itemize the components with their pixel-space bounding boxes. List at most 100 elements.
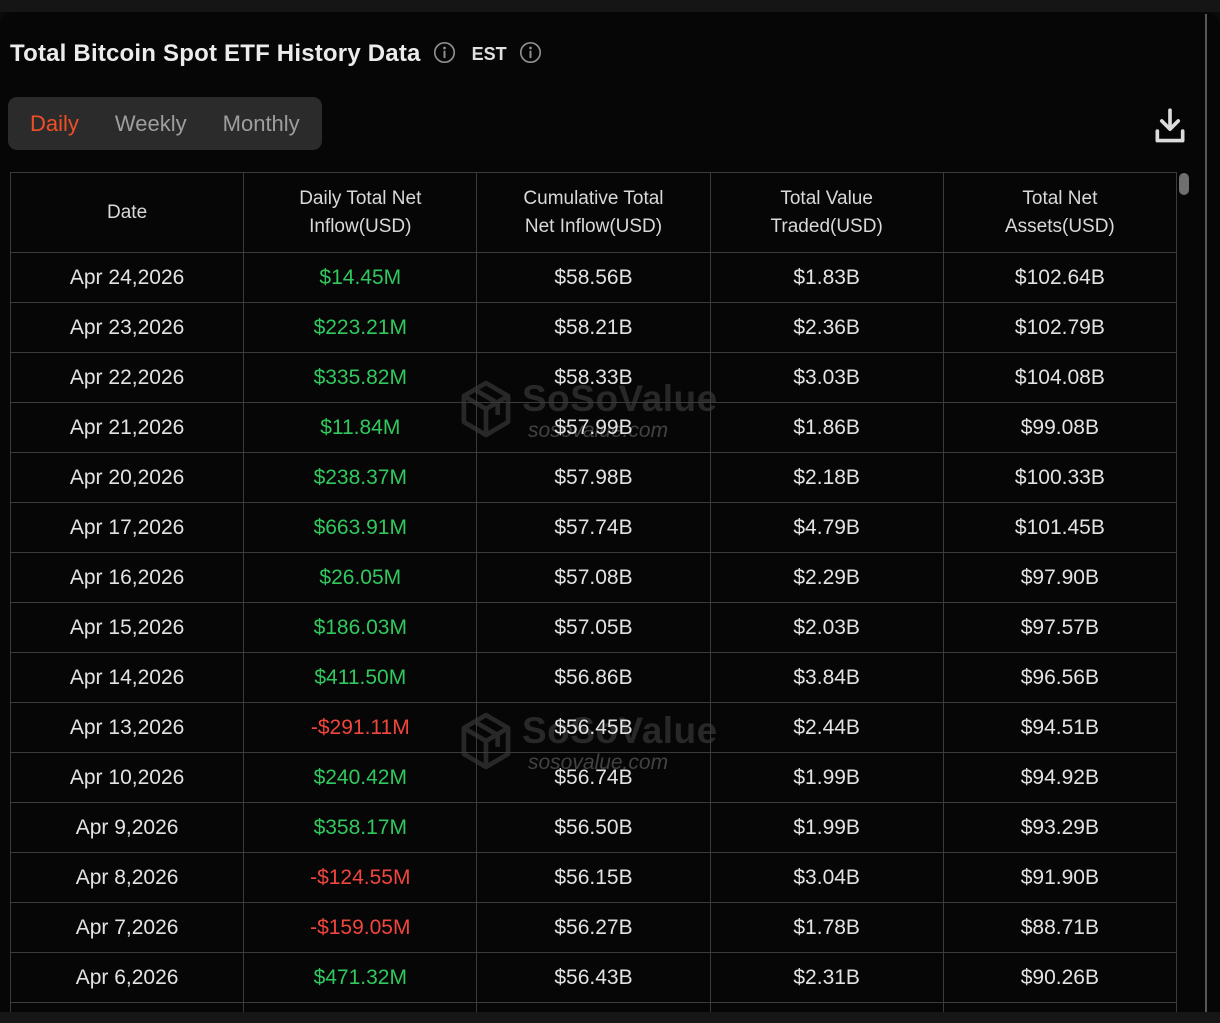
cell-net-assets: $90.26B — [942, 952, 1178, 1003]
cell-net-assets — [942, 1002, 1178, 1012]
cell-total-traded: $2.03B — [709, 602, 944, 653]
cell-cumulative-inflow: $58.56B — [476, 252, 711, 303]
table-row[interactable]: Apr 6,2026 $471.32M $56.43B $2.31B $90.2… — [10, 952, 1178, 1003]
cell-cumulative-inflow: $57.08B — [476, 552, 711, 603]
table-row[interactable]: Apr 13,2026 -$291.11M $56.45B $2.44B $94… — [10, 702, 1178, 753]
cell-date: Apr 9,2026 — [10, 802, 245, 853]
cell-net-assets: $97.90B — [942, 552, 1178, 603]
cell-net-assets: $100.33B — [942, 452, 1178, 503]
cell-date: Apr 20,2026 — [10, 452, 245, 503]
cell-total-traded: $3.84B — [709, 652, 944, 703]
col-header-daily-inflow[interactable]: Daily Total Net Inflow(USD) — [243, 172, 478, 253]
download-button[interactable] — [1145, 104, 1189, 150]
cell-total-traded: $4.79B — [709, 502, 944, 553]
cell-daily-inflow: $663.91M — [243, 502, 478, 553]
cell-date: Apr 7,2026 — [10, 902, 245, 953]
table-row[interactable]: Apr 21,2026 $11.84M $57.99B $1.86B $99.0… — [10, 402, 1178, 453]
tab-monthly[interactable]: Monthly — [222, 110, 300, 136]
cell-daily-inflow: -$124.55M — [243, 852, 478, 903]
cell-cumulative-inflow: $56.45B — [476, 702, 711, 753]
cell-daily-inflow: $238.37M — [243, 452, 478, 503]
cell-total-traded: $2.36B — [709, 302, 944, 353]
table-row[interactable]: Apr 23,2026 $223.21M $58.21B $2.36B $102… — [10, 302, 1178, 353]
cell-date: Apr 6,2026 — [10, 952, 245, 1003]
col-header-net-assets[interactable]: Total Net Assets(USD) — [942, 172, 1178, 253]
cell-daily-inflow: $223.21M — [243, 302, 478, 353]
cell-daily-inflow: -$291.11M — [243, 702, 478, 753]
cell-daily-inflow — [243, 1002, 478, 1012]
table-header-row: Date Daily Total Net Inflow(USD) Cumulat… — [10, 172, 1178, 253]
tab-daily[interactable]: Daily — [30, 110, 79, 136]
cell-cumulative-inflow: $56.86B — [476, 652, 711, 703]
table-row[interactable] — [10, 1002, 1178, 1012]
cell-total-traded: $1.99B — [709, 752, 944, 803]
cell-net-assets: $99.08B — [942, 402, 1178, 453]
cell-daily-inflow: $411.50M — [243, 652, 478, 703]
interval-tabs: Daily Weekly Monthly — [8, 97, 322, 150]
cell-cumulative-inflow: $57.05B — [476, 602, 711, 653]
cell-total-traded: $1.86B — [709, 402, 944, 453]
cell-cumulative-inflow: $56.15B — [476, 852, 711, 903]
table-body: Apr 24,2026 $14.45M $58.56B $1.83B $102.… — [10, 252, 1178, 1012]
cell-net-assets: $94.92B — [942, 752, 1178, 803]
cell-total-traded: $3.04B — [709, 852, 944, 903]
cell-net-assets: $104.08B — [942, 352, 1178, 403]
table-row[interactable]: Apr 17,2026 $663.91M $57.74B $4.79B $101… — [10, 502, 1178, 553]
cell-date: Apr 17,2026 — [10, 502, 245, 553]
cell-cumulative-inflow: $56.74B — [476, 752, 711, 803]
table-row[interactable]: Apr 7,2026 -$159.05M $56.27B $1.78B $88.… — [10, 902, 1178, 953]
cell-date: Apr 13,2026 — [10, 702, 245, 753]
col-header-total-traded[interactable]: Total Value Traded(USD) — [709, 172, 944, 253]
page-title: Total Bitcoin Spot ETF History Data — [10, 40, 421, 67]
etf-history-table: Date Daily Total Net Inflow(USD) Cumulat… — [10, 172, 1178, 1012]
title-row: Total Bitcoin Spot ETF History Data EST — [10, 40, 542, 68]
table-row[interactable]: Apr 15,2026 $186.03M $57.05B $2.03B $97.… — [10, 602, 1178, 653]
cell-net-assets: $102.64B — [942, 252, 1178, 303]
cell-total-traded: $1.99B — [709, 802, 944, 853]
cell-total-traded: $1.78B — [709, 902, 944, 953]
cell-total-traded — [709, 1002, 944, 1012]
cell-cumulative-inflow: $58.33B — [476, 352, 711, 403]
cell-net-assets: $102.79B — [942, 302, 1178, 353]
table-row[interactable]: Apr 8,2026 -$124.55M $56.15B $3.04B $91.… — [10, 852, 1178, 903]
cell-daily-inflow: $471.32M — [243, 952, 478, 1003]
cell-cumulative-inflow: $58.21B — [476, 302, 711, 353]
cell-daily-inflow: $11.84M — [243, 402, 478, 453]
cell-date: Apr 24,2026 — [10, 252, 245, 303]
info-circle-icon — [433, 41, 456, 67]
cell-date: Apr 16,2026 — [10, 552, 245, 603]
timezone-info-button[interactable] — [519, 41, 542, 67]
cell-cumulative-inflow: $57.99B — [476, 402, 711, 453]
cell-cumulative-inflow: $57.98B — [476, 452, 711, 503]
cell-net-assets: $88.71B — [942, 902, 1178, 953]
cell-daily-inflow: $14.45M — [243, 252, 478, 303]
col-header-date[interactable]: Date — [10, 172, 245, 253]
table-row[interactable]: Apr 10,2026 $240.42M $56.74B $1.99B $94.… — [10, 752, 1178, 803]
cell-total-traded: $2.29B — [709, 552, 944, 603]
cell-net-assets: $97.57B — [942, 602, 1178, 653]
cell-daily-inflow: $26.05M — [243, 552, 478, 603]
table-scrollbar-thumb[interactable] — [1179, 173, 1189, 195]
title-info-button[interactable] — [433, 41, 456, 67]
table-row[interactable]: Apr 14,2026 $411.50M $56.86B $3.84B $96.… — [10, 652, 1178, 703]
table-row[interactable]: Apr 9,2026 $358.17M $56.50B $1.99B $93.2… — [10, 802, 1178, 853]
cell-daily-inflow: -$159.05M — [243, 902, 478, 953]
cell-daily-inflow: $186.03M — [243, 602, 478, 653]
cell-cumulative-inflow: $57.74B — [476, 502, 711, 553]
table-row[interactable]: Apr 20,2026 $238.37M $57.98B $2.18B $100… — [10, 452, 1178, 503]
cell-net-assets: $91.90B — [942, 852, 1178, 903]
page-top-edge — [0, 0, 1220, 12]
table-row[interactable]: Apr 16,2026 $26.05M $57.08B $2.29B $97.9… — [10, 552, 1178, 603]
cell-date: Apr 14,2026 — [10, 652, 245, 703]
cell-total-traded: $2.44B — [709, 702, 944, 753]
cell-date — [10, 1002, 245, 1012]
col-header-cumulative-inflow[interactable]: Cumulative Total Net Inflow(USD) — [476, 172, 711, 253]
page-bottom-edge — [0, 1012, 1220, 1023]
tab-weekly[interactable]: Weekly — [114, 110, 187, 136]
table-row[interactable]: Apr 24,2026 $14.45M $58.56B $1.83B $102.… — [10, 252, 1178, 303]
cell-net-assets: $101.45B — [942, 502, 1178, 553]
table-row[interactable]: Apr 22,2026 $335.82M $58.33B $3.03B $104… — [10, 352, 1178, 403]
cell-total-traded: $2.18B — [709, 452, 944, 503]
cell-cumulative-inflow: $56.50B — [476, 802, 711, 853]
cell-net-assets: $94.51B — [942, 702, 1178, 753]
